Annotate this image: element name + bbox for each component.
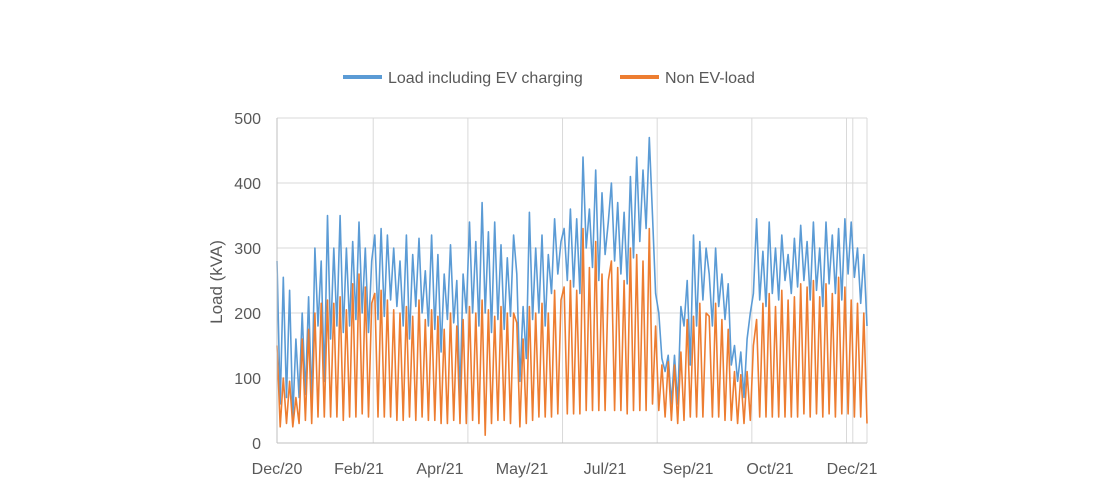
plot-area — [276, 136, 868, 437]
x-tick-label: Oct/21 — [746, 461, 793, 478]
x-tick-label: Sep/21 — [663, 461, 714, 478]
y-tick-label: 500 — [234, 111, 261, 128]
x-tick-label: Apr/21 — [416, 461, 463, 478]
chart-legend: Load including EV charging Non EV-load — [343, 70, 755, 87]
legend-label-non-ev-load: Non EV-load — [665, 70, 755, 87]
y-tick-label: 0 — [252, 436, 261, 453]
series-line-load-including-ev — [276, 136, 868, 418]
y-tick-label: 400 — [234, 176, 261, 193]
series-line-non-ev-load — [276, 227, 868, 437]
y-axis-title: Load (kVA) — [207, 240, 226, 324]
x-tick-label: Feb/21 — [334, 461, 384, 478]
y-tick-label: 300 — [234, 241, 261, 258]
y-tick-label: 100 — [234, 371, 261, 388]
x-tick-label: Dec/20 — [252, 461, 303, 478]
x-tick-label: May/21 — [496, 461, 549, 478]
y-tick-label: 200 — [234, 306, 261, 323]
axes: 0 100 200 300 400 500 Dec/20 Feb/21 Apr/21 May/21… — [234, 111, 877, 478]
x-tick-label: Jul/21 — [584, 461, 627, 478]
legend-label-load-including-ev: Load including EV charging — [388, 70, 583, 87]
x-tick-label: Dec/21 — [827, 461, 878, 478]
